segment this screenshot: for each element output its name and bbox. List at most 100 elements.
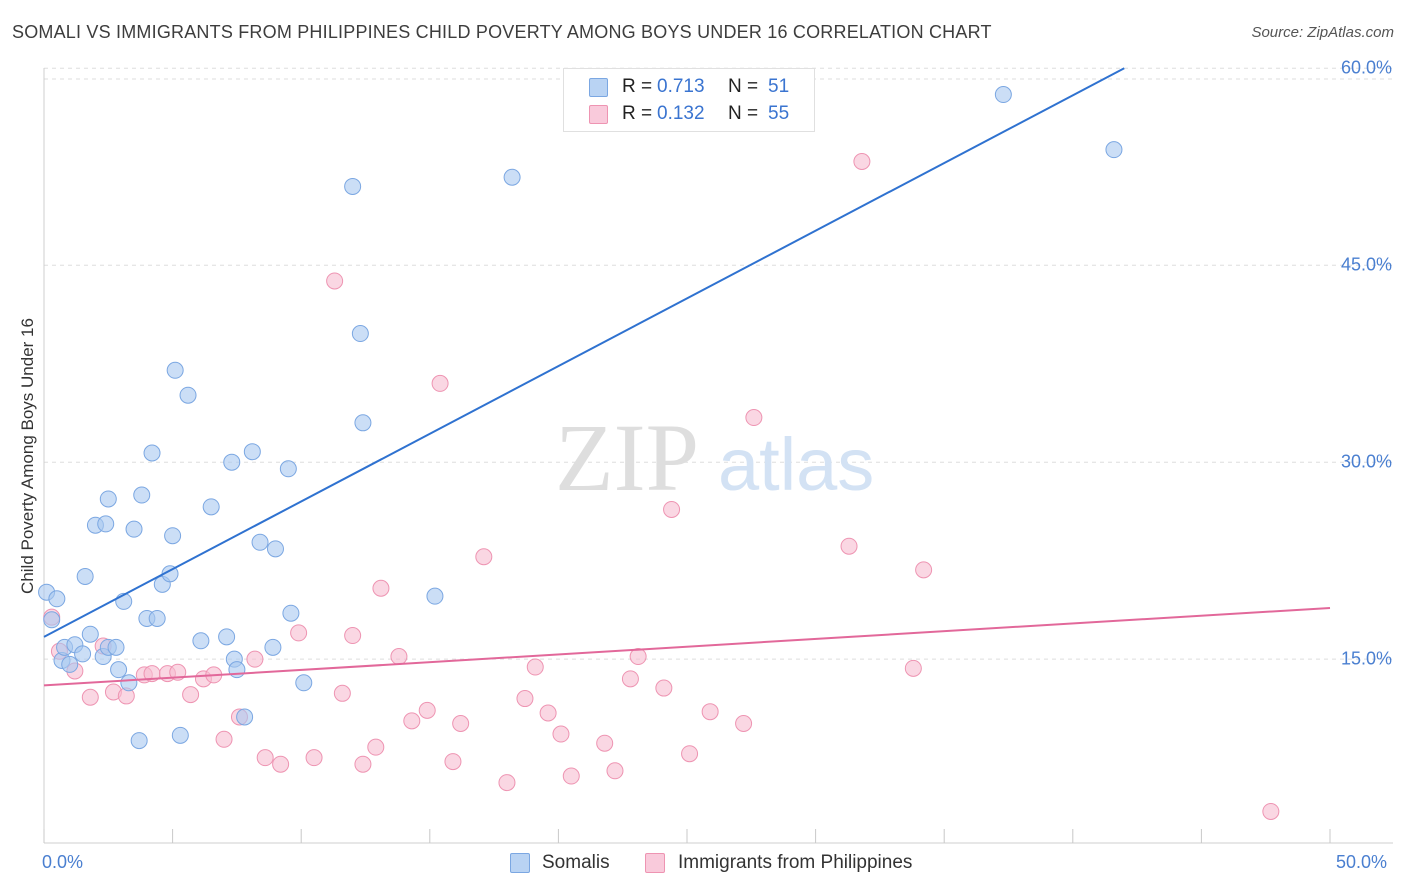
- somalis-point: [166, 361, 184, 379]
- philippines-point: [256, 749, 274, 767]
- somalis-point: [74, 645, 92, 663]
- philippines-point: [431, 374, 449, 392]
- r-label: R =: [622, 76, 653, 97]
- somalis-point: [120, 674, 138, 692]
- philippines-point: [182, 686, 200, 704]
- somalis-point: [133, 486, 151, 504]
- stats-row-somalis: R = 0.713 N = 51: [564, 74, 814, 100]
- somalis-point: [354, 414, 372, 432]
- r-label: R =: [622, 103, 653, 124]
- y-tick-label: 30.0%: [1340, 451, 1392, 472]
- philippines-point: [853, 152, 871, 170]
- trendlines: [43, 67, 1331, 687]
- philippines-point: [452, 715, 470, 733]
- philippines-point: [621, 670, 639, 688]
- somalis-point: [110, 661, 128, 679]
- somalis-point: [344, 177, 362, 195]
- stats-row-philippines: R = 0.132 N = 55: [564, 101, 814, 127]
- somalis-point: [218, 628, 236, 646]
- r-value: 0.713: [657, 76, 705, 97]
- philippines-point: [701, 703, 719, 721]
- philippines-point: [1262, 802, 1280, 820]
- somalis-point: [251, 533, 269, 551]
- philippines-point: [333, 684, 351, 702]
- somalis-point: [48, 590, 66, 608]
- philippines-point: [344, 627, 362, 645]
- somalis-point: [125, 520, 143, 538]
- philippines-point: [745, 409, 763, 427]
- philippines-point: [629, 648, 647, 666]
- somalis-point: [179, 386, 197, 404]
- somalis-point: [148, 609, 166, 627]
- philippines-point: [539, 704, 557, 722]
- philippines-point: [606, 762, 624, 780]
- somalis-point: [243, 443, 261, 461]
- somalis-point: [236, 708, 254, 726]
- n-label: N =: [728, 103, 759, 124]
- somalis-point: [503, 168, 521, 186]
- watermark-atlas: atlas: [718, 423, 874, 506]
- somalis-point: [351, 325, 369, 343]
- philippines-point: [305, 749, 323, 767]
- philippines-trendline: [43, 606, 1331, 687]
- r-value: 0.132: [657, 103, 705, 124]
- philippines-point: [81, 688, 99, 706]
- philippines-point: [735, 715, 753, 733]
- somalis-point: [192, 632, 210, 650]
- somalis-point: [97, 515, 115, 533]
- somalis-point: [994, 86, 1012, 104]
- philippines-point: [290, 624, 308, 642]
- source-credit: Source: ZipAtlas.com: [1251, 24, 1394, 41]
- philippines-point: [444, 753, 462, 771]
- philippines-point: [418, 701, 436, 719]
- n-label: N =: [728, 76, 759, 97]
- philippines-point: [372, 579, 390, 597]
- philippines-point: [475, 548, 493, 566]
- somalis-point: [61, 655, 79, 673]
- axes: [43, 68, 1393, 844]
- philippines-point: [246, 650, 264, 668]
- philippines-swatch: [589, 105, 608, 124]
- x-tick-marks: [43, 829, 1331, 843]
- watermark-zip: ZIP: [555, 404, 699, 511]
- philippines-point: [390, 648, 408, 666]
- x-tick-label-max: 50.0%: [1336, 852, 1388, 872]
- somalis-swatch: [510, 853, 530, 873]
- somalis-point: [99, 490, 117, 508]
- philippines-point: [516, 690, 534, 708]
- philippines-point: [354, 755, 372, 773]
- somalis-point: [426, 587, 444, 605]
- grid-lines: [44, 67, 1393, 660]
- somalis-point: [1105, 141, 1123, 159]
- philippines-point: [562, 767, 580, 785]
- somalis-point: [130, 732, 148, 750]
- y-axis-label: Child Poverty Among Boys Under 16: [18, 318, 37, 594]
- philippines-point: [596, 734, 614, 752]
- somalis-point: [282, 604, 300, 622]
- philippines-point: [904, 659, 922, 677]
- somalis-point: [279, 460, 297, 478]
- x-tick-label-min: 0.0%: [42, 852, 84, 872]
- philippines-swatch: [645, 853, 665, 873]
- philippines-point: [526, 658, 544, 676]
- somalis-point: [76, 567, 94, 585]
- watermark: ZIP atlas: [555, 404, 874, 511]
- somalis-points: [38, 86, 1123, 750]
- somalis-point: [202, 498, 220, 516]
- philippines-point: [663, 500, 681, 518]
- philippines-point: [326, 272, 344, 290]
- somalis-swatch: [589, 78, 608, 97]
- philippines-point: [367, 738, 385, 756]
- somalis-trendline: [43, 67, 1125, 638]
- philippines-point: [215, 730, 233, 748]
- n-value: 51: [768, 76, 790, 97]
- chart-title: SOMALI VS IMMIGRANTS FROM PHILIPPINES CH…: [12, 22, 992, 42]
- philippines-point: [681, 745, 699, 763]
- n-value: 55: [768, 103, 790, 124]
- somalis-point: [143, 444, 161, 462]
- stats-legend: R = 0.713 N = 51 R = 0.132 N = 55: [563, 68, 815, 132]
- somalis-point: [107, 638, 125, 656]
- somalis-point: [164, 527, 182, 545]
- legend-label: Somalis: [542, 852, 610, 873]
